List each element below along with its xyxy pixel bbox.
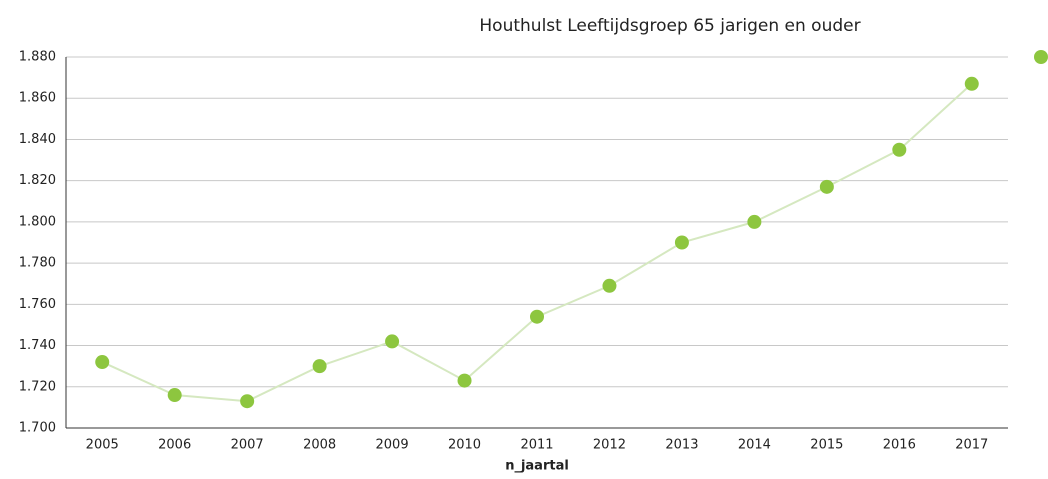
x-tick-label: 2008 xyxy=(303,438,336,453)
y-tick-label: 1.780 xyxy=(19,256,56,271)
legend-marker xyxy=(1034,50,1048,64)
data-point xyxy=(892,142,907,157)
data-point xyxy=(674,235,689,250)
y-tick-label: 1.800 xyxy=(19,214,56,229)
data-point xyxy=(95,355,110,370)
data-point xyxy=(240,394,255,409)
chart-title: Houthulst Leeftijdsgroep 65 jarigen en o… xyxy=(479,16,860,36)
data-point xyxy=(747,214,762,229)
y-tick-label: 1.820 xyxy=(19,173,56,188)
y-tick-label: 1.840 xyxy=(19,132,56,147)
y-tick-label: 1.720 xyxy=(19,379,56,394)
data-point xyxy=(964,76,979,91)
y-tick-label: 1.760 xyxy=(19,297,56,312)
data-point xyxy=(530,309,544,324)
x-tick-label: 2006 xyxy=(158,438,191,453)
x-tick-label: 2013 xyxy=(665,438,698,453)
x-tick-label: 2014 xyxy=(738,438,771,453)
x-tick-label: 2007 xyxy=(231,438,264,453)
x-tick-label: 2010 xyxy=(448,438,481,453)
y-tick-label: 1.880 xyxy=(19,50,56,65)
x-tick-label: 2016 xyxy=(883,438,916,453)
x-axis-label: n_jaartal xyxy=(505,459,569,474)
data-point xyxy=(167,388,182,403)
y-tick-label: 1.700 xyxy=(19,421,56,436)
series-line xyxy=(101,83,973,403)
x-tick-label: 2009 xyxy=(376,438,409,453)
x-tick-label: 2017 xyxy=(955,438,988,453)
x-tick-label: 2005 xyxy=(86,438,119,453)
data-point xyxy=(819,179,834,194)
y-tick-label: 1.740 xyxy=(19,338,56,353)
y-tick-label: 1.860 xyxy=(19,91,56,106)
data-point xyxy=(602,278,617,293)
data-point xyxy=(457,373,472,388)
x-tick-label: 2015 xyxy=(810,438,843,453)
x-tick-label: 2012 xyxy=(593,438,626,453)
x-tick-label: 2011 xyxy=(520,438,553,453)
data-point xyxy=(385,334,400,349)
data-point xyxy=(312,359,327,374)
